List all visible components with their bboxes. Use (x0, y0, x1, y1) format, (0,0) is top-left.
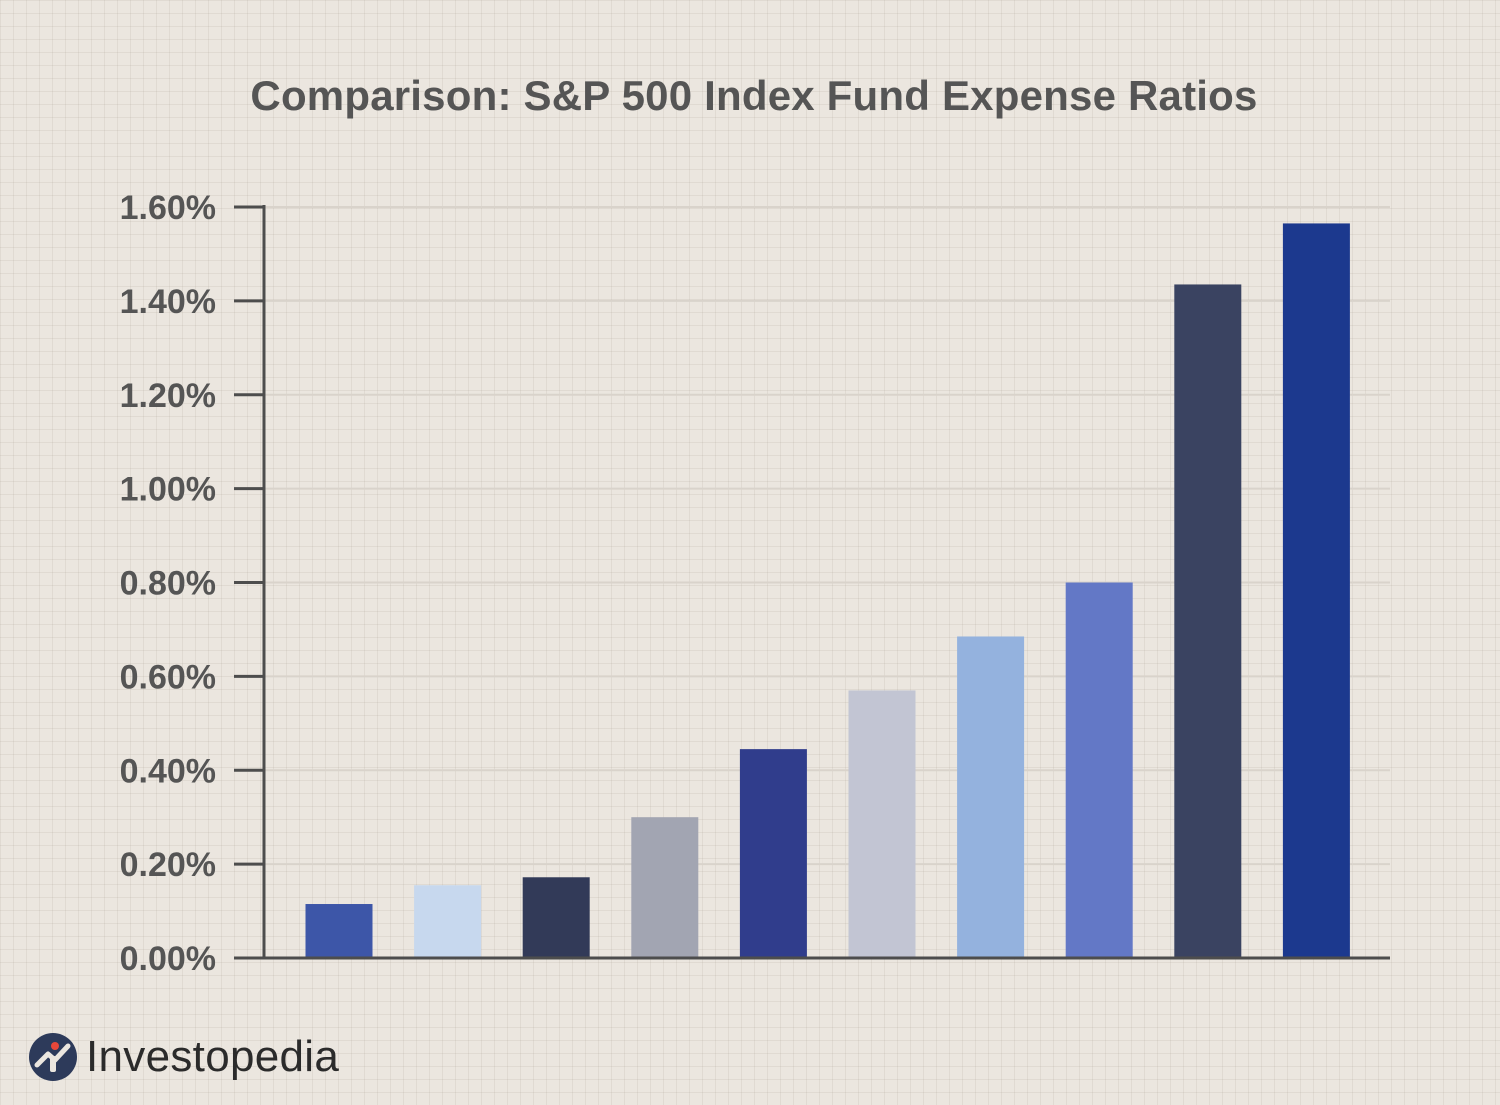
bar-6 (848, 690, 916, 958)
investopedia-logo-text: Investopedia (86, 1032, 340, 1081)
bar-9 (1174, 284, 1242, 958)
y-tick-label-4: 0.80% (120, 565, 216, 603)
y-tick-label-5: 1.00% (120, 471, 216, 509)
bar-8 (1065, 582, 1133, 958)
y-tick-label-2: 0.40% (120, 752, 216, 790)
bar-7 (957, 636, 1025, 958)
y-tick-label-8: 1.60% (120, 189, 216, 227)
y-tick-label-6: 1.20% (120, 377, 216, 415)
chart-title: Comparison: S&P 500 Index Fund Expense R… (250, 72, 1258, 119)
y-tick-label-1: 0.20% (120, 846, 216, 884)
y-tick-label-3: 0.60% (120, 658, 216, 696)
bar-5 (739, 749, 807, 958)
y-tick-label-0: 0.00% (120, 940, 216, 978)
bar-1 (305, 904, 373, 958)
bar-2 (414, 885, 482, 958)
bar-4 (631, 817, 699, 958)
investopedia-logo-icon (28, 1032, 78, 1082)
y-tick-label-7: 1.40% (120, 283, 216, 321)
bar-3 (522, 877, 590, 958)
bar-10 (1282, 223, 1350, 959)
investopedia-logo: Investopedia (28, 1030, 339, 1084)
